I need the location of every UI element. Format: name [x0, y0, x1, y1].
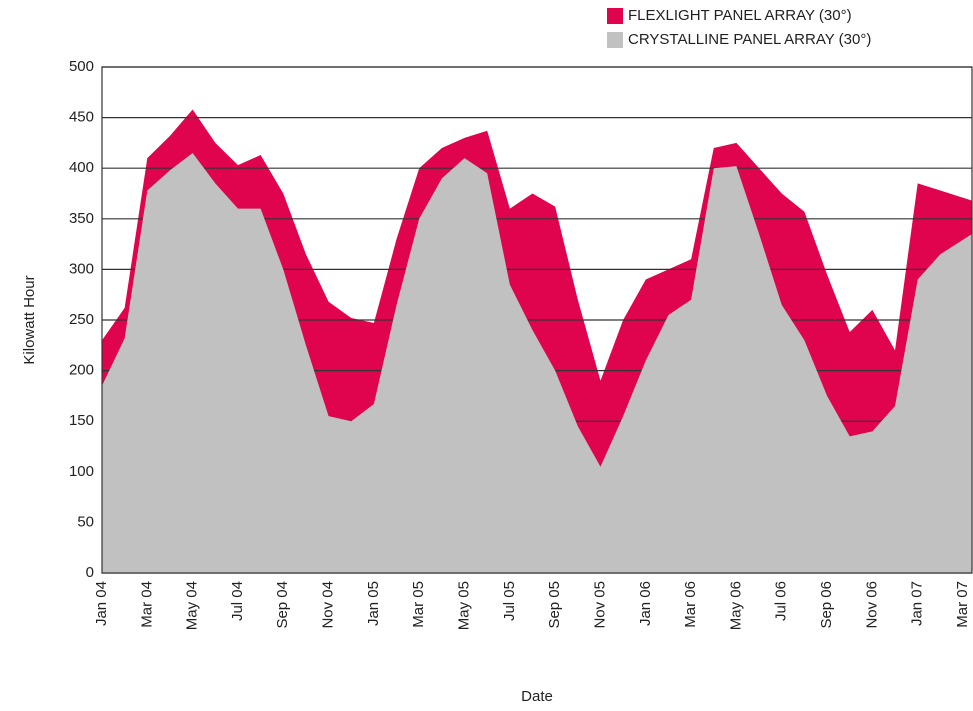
x-tick-label: May 04 [184, 581, 201, 630]
x-tick-label: Mar 07 [954, 581, 971, 628]
y-tick-label: 400 [69, 159, 94, 176]
y-tick-label: 300 [69, 260, 94, 277]
x-tick-label: Sep 06 [818, 581, 835, 629]
x-axis-label: Date [521, 688, 553, 705]
x-tick-label: Sep 04 [274, 581, 291, 629]
y-tick-label: 0 [86, 564, 94, 581]
x-tick-label: May 05 [455, 581, 472, 630]
y-tick-label: 250 [69, 311, 94, 328]
legend-swatch [607, 32, 623, 48]
y-axis-label: Kilowatt Hour [21, 275, 38, 364]
area [102, 153, 972, 573]
y-tick-label: 450 [69, 109, 94, 126]
x-tick-label: Jan 05 [365, 581, 382, 626]
x-tick-label: Jan 07 [909, 581, 926, 626]
legend-swatch [607, 8, 623, 24]
y-tick-label: 50 [77, 513, 94, 530]
x-tick-label: Mar 04 [138, 581, 155, 628]
y-tick-label: 200 [69, 362, 94, 379]
x-tick-label: Mar 05 [410, 581, 427, 628]
y-tick-label: 500 [69, 58, 94, 75]
x-tick-label: Nov 05 [591, 581, 608, 629]
x-tick-label: Nov 04 [320, 581, 337, 629]
x-tick-label: Jul 04 [229, 581, 246, 621]
y-tick-label: 150 [69, 412, 94, 429]
x-tick-label: Jan 06 [637, 581, 654, 626]
legend-label: FLEXLIGHT PANEL ARRAY (30°) [628, 7, 852, 24]
x-tick-label: Jul 06 [773, 581, 790, 621]
y-tick-label: 100 [69, 463, 94, 480]
plot-border [101, 66, 973, 574]
x-tick-label: Jan 04 [93, 581, 110, 626]
x-tick-label: Nov 06 [863, 581, 880, 629]
y-tick-label: 350 [69, 210, 94, 227]
x-tick-label: Jul 05 [501, 581, 518, 621]
x-tick-label: Mar 06 [682, 581, 699, 628]
legend-label: CRYSTALLINE PANEL ARRAY (30°) [628, 31, 871, 48]
x-tick-label: May 06 [727, 581, 744, 630]
x-tick-label: Sep 05 [546, 581, 563, 629]
